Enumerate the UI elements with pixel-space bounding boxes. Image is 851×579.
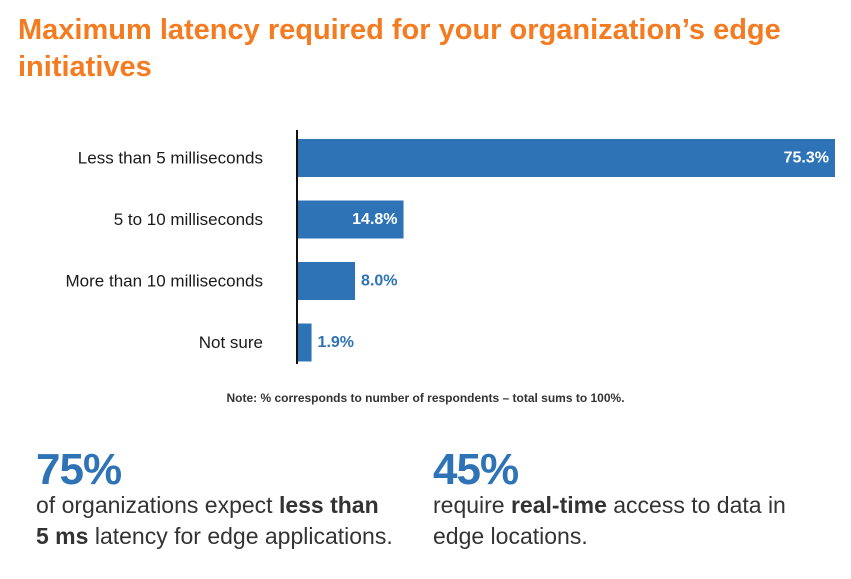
category-label: 5 to 10 milliseconds — [114, 210, 263, 229]
bars-group: Less than 5 milliseconds 75.3% 5 to 10 mil… — [66, 139, 835, 362]
bar — [298, 139, 835, 177]
bar — [298, 262, 356, 300]
value-label: 75.3% — [784, 150, 829, 167]
stat-value-right: 45% — [433, 445, 519, 494]
chart-note: Note: % corresponds to number of respond… — [226, 391, 625, 405]
value-label: 1.9% — [318, 334, 354, 351]
stat-text-post: access to data in edge locations. — [433, 492, 786, 549]
value-label: 8.0% — [361, 273, 397, 290]
stat-description-right: require real-time access to data in edge… — [433, 490, 793, 552]
stat-description-left: of organizations expect less than 5 ms l… — [36, 490, 396, 552]
category-label: More than 10 milliseconds — [66, 272, 263, 291]
stat-text-post: latency for edge applications. — [88, 523, 393, 549]
category-label: Less than 5 milliseconds — [78, 149, 263, 168]
stat-text-pre: of organizations expect — [36, 492, 279, 518]
stat-value-left: 75% — [36, 445, 122, 494]
chart-title: Maximum latency required for your organi… — [18, 14, 781, 83]
category-label: Not sure — [199, 333, 263, 352]
stat-card-right: 45% require real-time access to data in … — [433, 446, 793, 552]
stat-text-pre: require — [433, 492, 511, 518]
bar — [298, 323, 312, 362]
stat-text-bold: less than 5 ms — [36, 492, 379, 549]
bar — [298, 200, 404, 239]
value-label: 14.8% — [352, 211, 397, 228]
stat-card-left: 75% of organizations expect less than 5 … — [36, 446, 396, 552]
stat-text-bold: real-time — [510, 492, 607, 518]
bar-chart: Less than 5 milliseconds 75.3% 5 to 10 mil… — [66, 130, 835, 364]
